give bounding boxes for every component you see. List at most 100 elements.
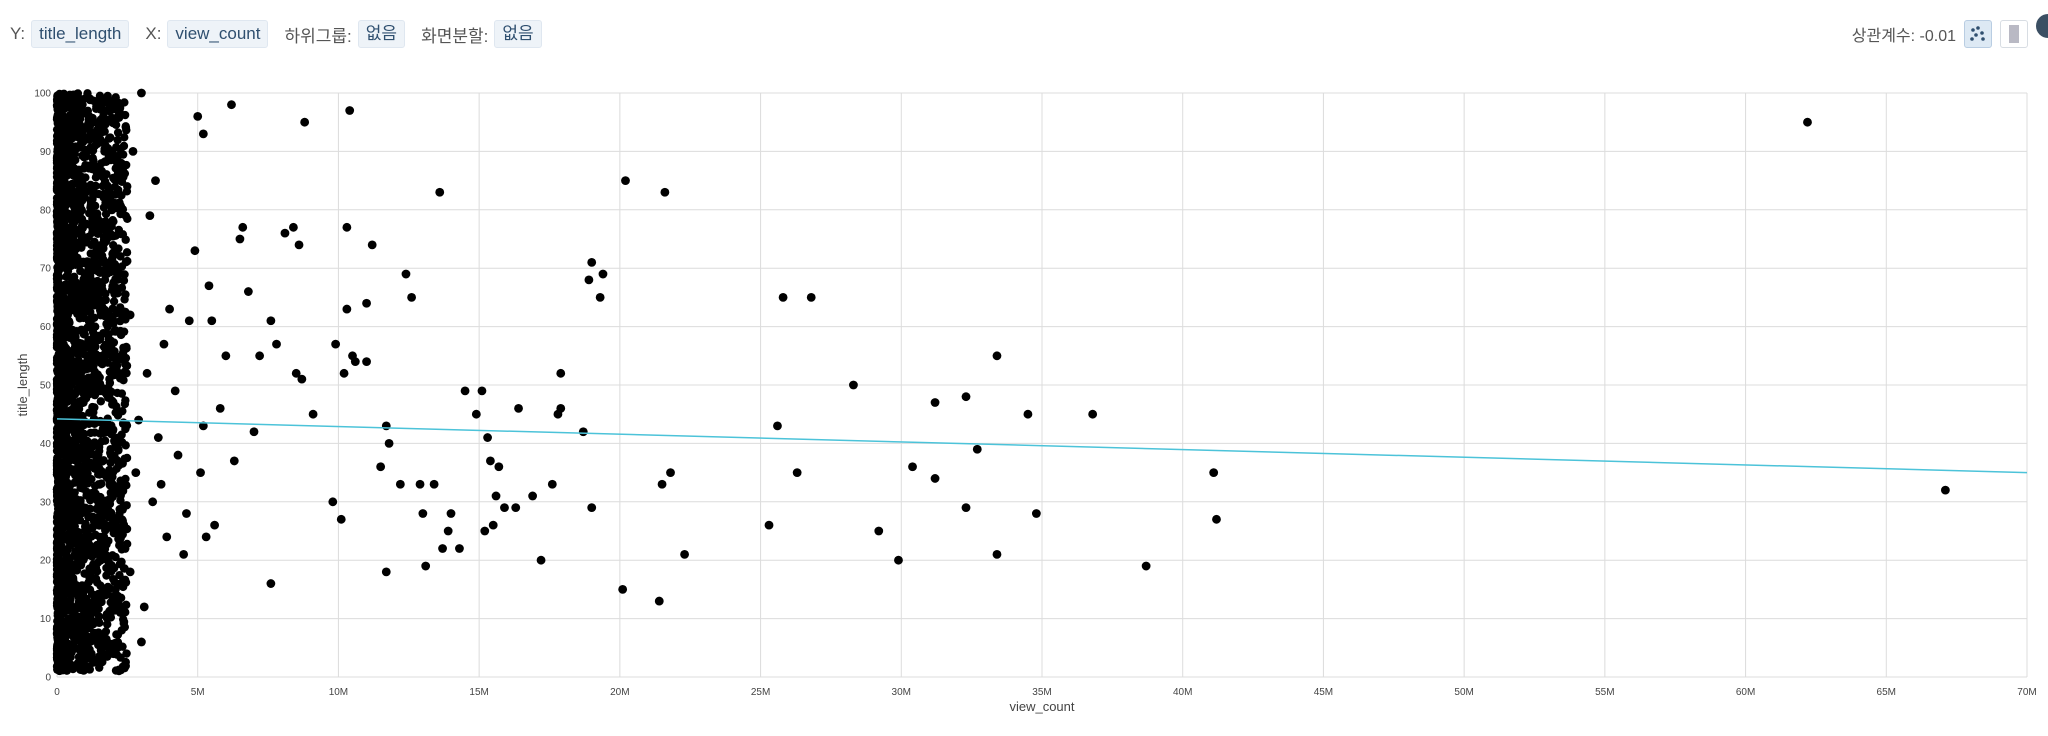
cluster-point xyxy=(111,442,121,451)
cluster-point xyxy=(111,120,121,130)
scatter-plot-icon xyxy=(1970,26,1985,41)
data-point xyxy=(660,187,670,197)
cluster-point xyxy=(120,295,129,304)
cluster-point xyxy=(103,414,112,423)
data-point xyxy=(170,386,180,396)
cluster-point xyxy=(91,377,100,386)
avatar[interactable] xyxy=(2036,14,2048,38)
cluster-point xyxy=(52,366,62,375)
cluster-point xyxy=(90,313,99,322)
cluster-point xyxy=(93,370,102,379)
cluster-point xyxy=(121,353,131,363)
cluster-point xyxy=(89,156,98,165)
data-point xyxy=(806,293,816,302)
cluster-point xyxy=(106,197,116,206)
cluster-point xyxy=(74,398,84,407)
cluster-point xyxy=(108,232,118,241)
cluster-point xyxy=(95,268,105,277)
data-point xyxy=(443,526,453,536)
cluster-point xyxy=(117,626,126,635)
cluster-point xyxy=(117,430,126,439)
cluster-point xyxy=(53,598,62,607)
subgroup-tag[interactable]: 없음 xyxy=(357,20,406,48)
data-point xyxy=(131,468,141,477)
cluster-point xyxy=(63,163,72,172)
data-point xyxy=(556,368,566,378)
x-tick-label: 65M xyxy=(1877,687,1896,698)
cluster-point xyxy=(53,387,63,396)
cluster-point xyxy=(122,421,132,430)
cluster-point xyxy=(55,246,64,256)
data-point xyxy=(486,456,495,466)
cluster-point xyxy=(73,288,82,297)
cluster-point xyxy=(111,174,121,183)
cluster-point xyxy=(78,632,87,641)
cluster-point xyxy=(60,224,69,233)
cluster-point xyxy=(57,425,66,435)
cluster-point xyxy=(53,168,63,177)
cluster-point xyxy=(109,646,118,655)
cluster-point xyxy=(64,297,74,306)
cluster-point xyxy=(79,435,89,445)
data-point xyxy=(618,585,628,594)
x-variable-tag[interactable]: view_count xyxy=(167,20,269,48)
x-tick-label: 40M xyxy=(1173,687,1192,698)
cluster-point xyxy=(55,536,65,545)
cluster-point xyxy=(60,407,69,417)
cluster-point xyxy=(78,611,88,620)
data-point xyxy=(339,368,349,378)
cluster-point xyxy=(89,597,98,606)
y-axis-label: Y: xyxy=(10,24,26,43)
cluster-point xyxy=(71,304,80,313)
data-point xyxy=(159,339,169,349)
y-tick-label: 80 xyxy=(40,205,52,216)
data-point xyxy=(407,293,416,302)
cluster-point xyxy=(53,624,62,633)
cluster-point xyxy=(77,243,86,252)
scatter-plot-button[interactable] xyxy=(1964,20,1992,48)
cluster-point xyxy=(102,551,111,560)
cluster-point xyxy=(65,230,75,239)
data-point xyxy=(1023,409,1033,419)
data-point xyxy=(128,147,138,156)
x-axis-title: view_count xyxy=(1009,699,1074,714)
cluster-point xyxy=(60,620,69,630)
cluster-point xyxy=(99,255,108,264)
cluster-point xyxy=(121,360,130,369)
cluster-point xyxy=(98,544,107,553)
cluster-point xyxy=(78,344,87,354)
data-point xyxy=(1088,409,1098,419)
cluster-point xyxy=(103,620,112,629)
dense-point-cluster xyxy=(52,89,132,676)
data-point xyxy=(345,106,355,115)
cluster-point xyxy=(73,469,83,478)
bar-chart-button[interactable] xyxy=(2000,20,2028,48)
cluster-point xyxy=(74,528,83,537)
cluster-point xyxy=(53,407,63,416)
data-point xyxy=(153,433,163,442)
cluster-point xyxy=(122,248,132,257)
cluster-point xyxy=(57,127,67,136)
cluster-point xyxy=(110,638,120,648)
cluster-point xyxy=(121,441,130,450)
y-variable-tag[interactable]: title_length xyxy=(31,20,130,48)
cluster-point xyxy=(107,113,117,123)
data-point xyxy=(961,392,971,402)
cluster-point xyxy=(69,171,79,181)
data-point xyxy=(778,293,788,302)
x-tick-label: 60M xyxy=(1736,687,1755,698)
cluster-point xyxy=(104,134,114,143)
data-point xyxy=(297,374,307,384)
data-point xyxy=(165,304,174,314)
data-point xyxy=(764,520,774,530)
cluster-point xyxy=(76,204,86,214)
cluster-point xyxy=(63,513,72,522)
cluster-point xyxy=(55,483,64,492)
cluster-point xyxy=(56,645,66,654)
split-tag[interactable]: 없음 xyxy=(494,20,542,48)
cluster-point xyxy=(63,442,73,452)
cluster-point xyxy=(56,415,65,425)
data-point xyxy=(151,176,160,185)
cluster-point xyxy=(122,453,132,463)
cluster-point xyxy=(108,216,117,225)
